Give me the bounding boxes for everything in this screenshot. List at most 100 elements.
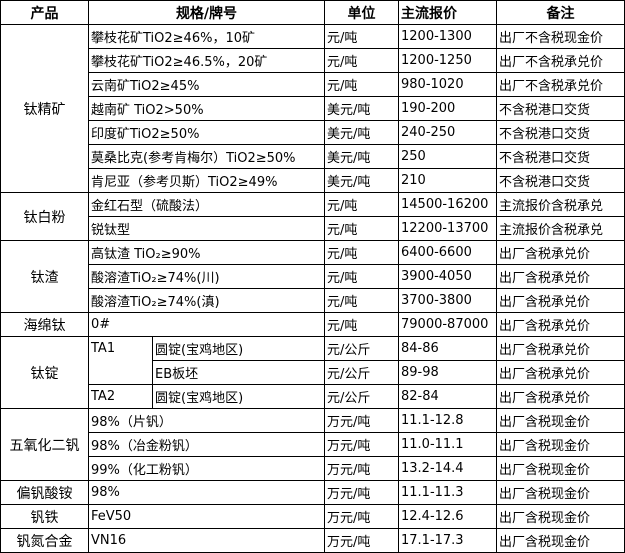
unit-cell: 元/公斤	[324, 336, 399, 361]
price-cell: 210	[398, 168, 497, 193]
price-cell: 250	[398, 144, 497, 169]
note-cell: 出厂含税现金价	[496, 504, 625, 529]
price-cell: 84-86	[398, 336, 497, 361]
spec-cell: FeV50	[88, 504, 325, 529]
grade-cell: TA1	[88, 336, 153, 385]
product-cell: 五氧化二钒	[0, 408, 89, 481]
note-cell: 出厂不含税承兑价	[496, 72, 625, 97]
price-cell: 12.4-12.6	[398, 504, 497, 529]
table-row: 海绵钛 0# 元/吨 79000-87000 出厂含税承兑价	[0, 312, 625, 337]
table-row: 肯尼亚（参考贝斯）TiO2≥49% 美元/吨 210 不含税港口交货	[1, 168, 625, 193]
table-row: 攀枝花矿TiO2≥46.5%，20矿 元/吨 1200-1250 出厂不含税承兑价	[1, 48, 625, 73]
spec-cell: 酸溶渣TiO₂≥74%(滇)	[88, 288, 325, 313]
unit-cell: 美元/吨	[324, 96, 399, 121]
table-row: 钒氮合金 VN16 万元/吨 17.1-17.3 出厂含税现金价	[0, 528, 625, 553]
unit-cell: 元/公斤	[324, 360, 399, 385]
product-cell: 偏钒酸铵	[0, 480, 89, 505]
header-unit: 单位	[324, 0, 399, 25]
spec-cell: 攀枝花矿TiO2≥46%，10矿	[88, 24, 325, 49]
price-cell: 82-84	[398, 384, 497, 409]
note-cell: 出厂含税承兑价	[496, 384, 625, 409]
table-row: 莫桑比克(参考肯梅尔）TiO2≥50% 美元/吨 250 不含税港口交货	[1, 144, 625, 169]
spec-cell: 攀枝花矿TiO2≥46.5%，20矿	[88, 48, 325, 73]
spec-cell: 0#	[88, 312, 325, 337]
spec-cell: 金红石型（硫酸法）	[88, 192, 325, 217]
note-cell: 出厂含税现金价	[496, 408, 625, 433]
price-cell: 1200-1300	[398, 24, 497, 49]
table-body: 钛精矿 攀枝花矿TiO2≥46%，10矿 元/吨 1200-1300 出厂不含税现金价攀…	[0, 24, 625, 553]
table-row: 钛锭 TA1 圆锭(宝鸡地区) 元/公斤 84-86 出厂含税承兑价	[0, 336, 625, 409]
spec-cell: 98%（片钒）	[88, 408, 325, 433]
note-cell: 出厂含税承兑价	[496, 312, 625, 337]
price-cell: 89-98	[398, 360, 497, 385]
spec-cell: 98%	[88, 480, 325, 505]
table-row: TA2 圆锭(宝鸡地区) 元/公斤 82-84 出厂含税承兑价	[1, 384, 625, 409]
product-cell: 钛渣	[0, 240, 89, 313]
table-row: 酸溶渣TiO₂≥74%(滇) 元/吨 3700-3800 出厂含税承兑价	[1, 288, 625, 313]
product-cell: 钛锭	[0, 336, 89, 409]
spec-cell: 98%（冶金粉钒）	[88, 432, 325, 457]
note-cell: 出厂含税现金价	[496, 456, 625, 481]
unit-cell: 万元/吨	[324, 528, 399, 553]
header-product: 产品	[0, 0, 89, 25]
unit-cell: 元/吨	[324, 192, 399, 217]
unit-cell: 美元/吨	[324, 144, 399, 169]
unit-cell: 元/吨	[324, 264, 399, 289]
price-cell: 6400-6600	[398, 240, 497, 265]
price-cell: 12200-13700	[398, 216, 497, 241]
product-cell: 钛精矿	[0, 24, 89, 193]
note-cell: 不含税港口交货	[496, 144, 625, 169]
table-row: 印度矿TiO2≥50% 美元/吨 240-250 不含税港口交货	[1, 120, 625, 145]
unit-cell: 万元/吨	[324, 408, 399, 433]
table-row: 偏钒酸铵 98% 万元/吨 11.1-11.3 出厂含税现金价	[0, 480, 625, 505]
table-row: 99%（化工粉钒） 万元/吨 13.2-14.4 出厂含税现金价	[1, 456, 625, 481]
spec-cell: 99%（化工粉钒）	[88, 456, 325, 481]
note-cell: 出厂含税承兑价	[496, 240, 625, 265]
table-row: 钒铁 FeV50 万元/吨 12.4-12.6 出厂含税现金价	[0, 504, 625, 529]
product-cell: 钒铁	[0, 504, 89, 529]
unit-cell: 万元/吨	[324, 456, 399, 481]
spec-cell: 高钛渣 TiO₂≥90%	[88, 240, 325, 265]
unit-cell: 万元/吨	[324, 504, 399, 529]
header-spec: 规格/牌号	[88, 0, 325, 25]
price-cell: 240-250	[398, 120, 497, 145]
note-cell: 出厂含税现金价	[496, 528, 625, 553]
unit-cell: 美元/吨	[324, 120, 399, 145]
spec-cell: 印度矿TiO2≥50%	[88, 120, 325, 145]
price-cell: 190-200	[398, 96, 497, 121]
price-cell: 3700-3800	[398, 288, 497, 313]
unit-cell: 元/吨	[324, 48, 399, 73]
table-row: 钛精矿 攀枝花矿TiO2≥46%，10矿 元/吨 1200-1300 出厂不含税现金价	[0, 24, 625, 193]
note-cell: 出厂含税承兑价	[496, 264, 625, 289]
unit-cell: 元/吨	[324, 72, 399, 97]
unit-cell: 美元/吨	[324, 168, 399, 193]
spec-cell: VN16	[88, 528, 325, 553]
table-row: 酸溶渣TiO₂≥74%(川) 元/吨 3900-4050 出厂含税承兑价	[1, 264, 625, 289]
unit-cell: 万元/吨	[324, 432, 399, 457]
note-cell: 不含税港口交货	[496, 168, 625, 193]
note-cell: 不含税港口交货	[496, 120, 625, 145]
price-cell: 11.1-12.8	[398, 408, 497, 433]
spec-cell: 酸溶渣TiO₂≥74%(川)	[88, 264, 325, 289]
price-cell: 13.2-14.4	[398, 456, 497, 481]
price-cell: 980-1020	[398, 72, 497, 97]
table-row: EB板坯 元/公斤 89-98 出厂含税承兑价	[1, 360, 625, 385]
header-note: 备注	[496, 0, 625, 25]
spec-cell: 圆锭(宝鸡地区)	[152, 336, 325, 361]
table-row: 98%（冶金粉钒） 万元/吨 11.0-11.1 出厂含税现金价	[1, 432, 625, 457]
price-cell: 11.1-11.3	[398, 480, 497, 505]
note-cell: 出厂含税现金价	[496, 432, 625, 457]
table-row: 云南矿TiO2≥45% 元/吨 980-1020 出厂不含税承兑价	[1, 72, 625, 97]
price-cell: 17.1-17.3	[398, 528, 497, 553]
header-price: 主流报价	[398, 0, 497, 25]
spec-cell: 锐钛型	[88, 216, 325, 241]
price-cell: 11.0-11.1	[398, 432, 497, 457]
unit-cell: 万元/吨	[324, 480, 399, 505]
note-cell: 不含税港口交货	[496, 96, 625, 121]
spec-cell: 圆锭(宝鸡地区)	[152, 384, 325, 409]
price-cell: 3900-4050	[398, 264, 497, 289]
note-cell: 出厂不含税现金价	[496, 24, 625, 49]
table-row: 钛白粉 金红石型（硫酸法） 元/吨 14500-16200 主流报价含税承兑	[0, 192, 625, 241]
spec-cell: 莫桑比克(参考肯梅尔）TiO2≥50%	[88, 144, 325, 169]
